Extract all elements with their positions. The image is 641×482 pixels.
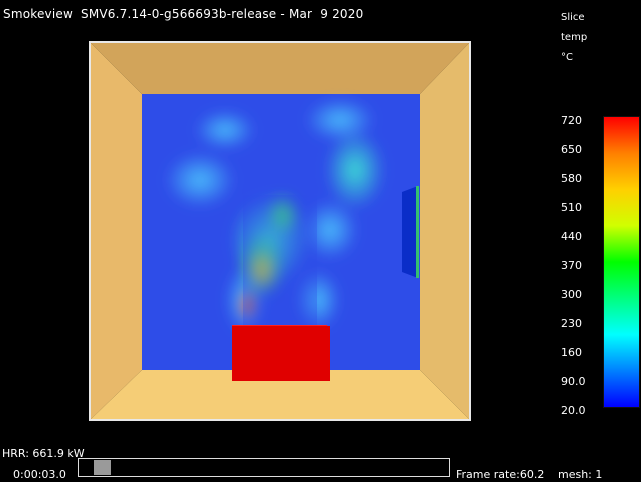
colorbar-type-label: Slice bbox=[561, 12, 585, 23]
frame-rate-readout: Frame rate:60.2 bbox=[456, 468, 545, 481]
colorbar-tick: 720 bbox=[561, 114, 582, 127]
mesh-readout: mesh: 1 bbox=[558, 468, 603, 481]
time-slider-handle[interactable] bbox=[94, 460, 111, 475]
colorbar-header: Slice temp °C bbox=[561, 8, 587, 68]
app-title: Smokeview SMV6.7.14-0-g566693b-release -… bbox=[3, 7, 364, 21]
colorbar-tick: 300 bbox=[561, 288, 582, 301]
burner-block bbox=[232, 326, 330, 381]
colorbar-tick: 370 bbox=[561, 259, 582, 272]
colorbar-tick-labels: 720 650 580 510 440 370 300 230 160 90.0… bbox=[561, 114, 601, 417]
colorbar-gradient bbox=[603, 116, 640, 408]
colorbar-tick: 580 bbox=[561, 172, 582, 185]
colorbar-tick: 440 bbox=[561, 230, 582, 243]
vent-edge bbox=[416, 186, 419, 278]
colorbar-tick: 20.0 bbox=[561, 404, 586, 417]
room-floor bbox=[90, 370, 470, 420]
colorbar-tick: 90.0 bbox=[561, 375, 586, 388]
room-right-wall bbox=[420, 42, 470, 420]
colorbar-unit-label: °C bbox=[561, 52, 573, 63]
smoke-plume bbox=[165, 98, 385, 335]
obstruction-panel bbox=[243, 195, 317, 325]
wall-vent bbox=[402, 186, 418, 278]
colorbar-quantity-label: temp bbox=[561, 32, 588, 43]
colorbar-tick: 160 bbox=[561, 346, 582, 359]
colorbar-tick: 650 bbox=[561, 143, 582, 156]
room-outline bbox=[89, 41, 471, 421]
colorbar-tick: 230 bbox=[561, 317, 582, 330]
colorbar-tick: 510 bbox=[561, 201, 582, 214]
room-ceiling bbox=[90, 42, 470, 94]
hrr-readout: HRR: 661.9 kW bbox=[2, 447, 85, 460]
time-slider[interactable] bbox=[78, 458, 450, 477]
time-readout: 0:00:03.0 bbox=[13, 468, 66, 481]
room-left-wall bbox=[90, 42, 142, 420]
